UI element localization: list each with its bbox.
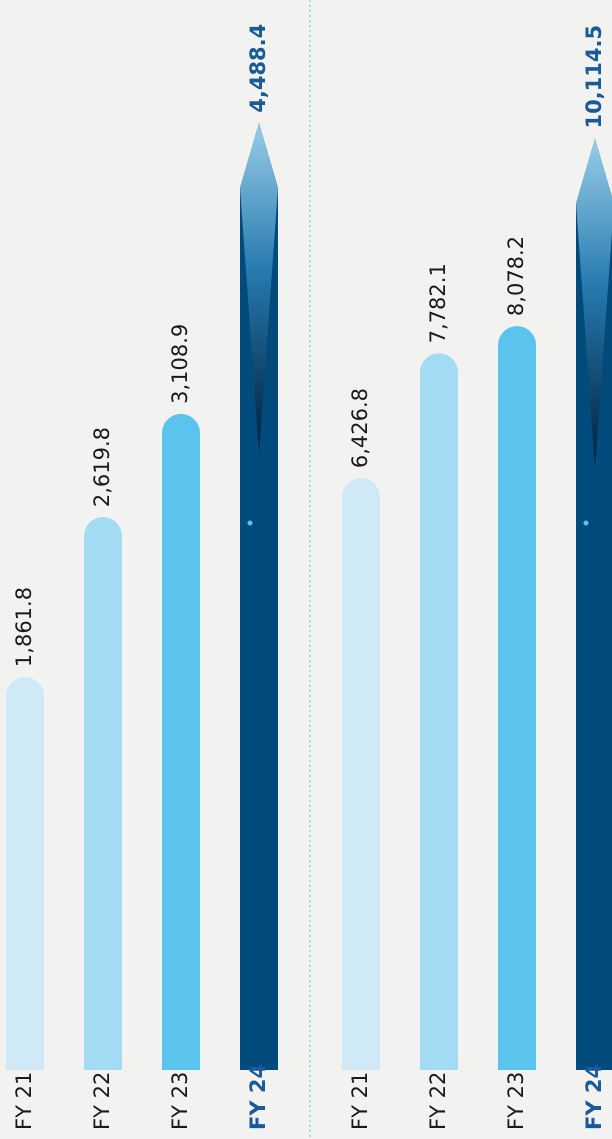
- bar: [576, 138, 612, 1070]
- bar: [498, 326, 536, 1070]
- x-tick-label: FY 21: [12, 1072, 36, 1130]
- bar-sparkle: [247, 520, 253, 526]
- x-tick-label: FY 21: [348, 1072, 372, 1130]
- value-label: 2,619.8: [90, 427, 114, 507]
- x-tick-label: FY 22: [426, 1072, 450, 1130]
- x-tick-label: FY 23: [504, 1072, 528, 1130]
- x-tick-label: FY 23: [168, 1072, 192, 1130]
- x-tick-label: FY 24: [246, 1064, 270, 1130]
- value-label: 6,426.8: [348, 388, 372, 468]
- bar-sparkle: [583, 520, 589, 526]
- value-label: 3,108.9: [168, 324, 192, 404]
- bar-tip: [576, 138, 612, 469]
- value-label: 10,114.5: [582, 25, 606, 129]
- bar: [6, 677, 44, 1070]
- bar: [162, 413, 200, 1070]
- bar: [342, 478, 380, 1071]
- bar: [420, 353, 458, 1070]
- x-tick-label: FY 22: [90, 1072, 114, 1130]
- value-label: 7,782.1: [426, 263, 450, 343]
- bar: [84, 517, 122, 1070]
- value-label: 8,078.2: [504, 236, 528, 316]
- bar-tip: [240, 122, 278, 453]
- value-label: 4,488.4: [246, 24, 270, 113]
- value-label: 1,861.8: [12, 587, 36, 667]
- bar: [240, 122, 278, 1071]
- x-tick-label: FY 24: [582, 1064, 606, 1130]
